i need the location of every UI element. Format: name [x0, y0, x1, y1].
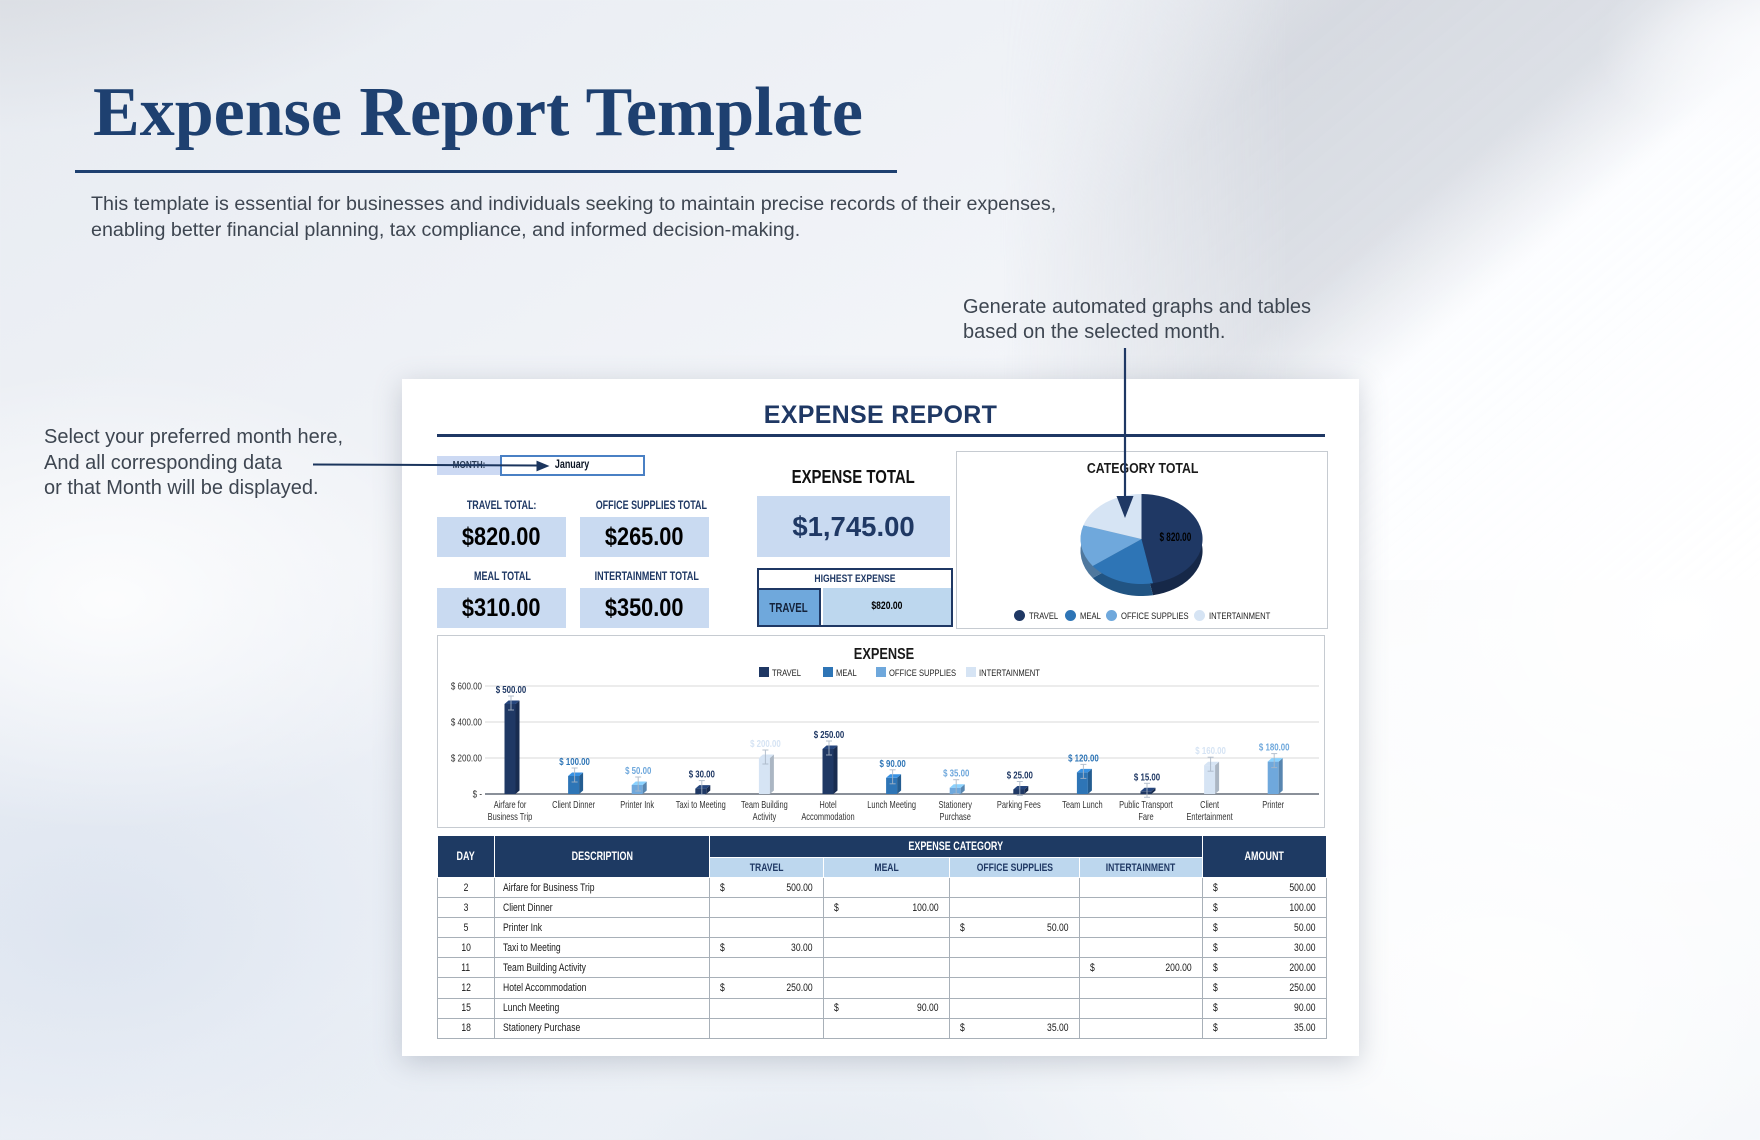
- svg-text:Team Building: Team Building: [741, 799, 788, 810]
- svg-text:$ 160.00: $ 160.00: [1195, 745, 1226, 756]
- svg-text:Printer: Printer: [1262, 799, 1284, 810]
- svg-text:$ 120.00: $ 120.00: [1068, 752, 1099, 763]
- svg-text:$ 200.00: $ 200.00: [451, 753, 482, 764]
- svg-text:Taxi to Meeting: Taxi to Meeting: [676, 799, 726, 810]
- svg-text:Accommodation: Accommodation: [801, 811, 854, 822]
- svg-text:TRAVEL: TRAVEL: [772, 667, 801, 678]
- svg-text:$ 30.00: $ 30.00: [689, 769, 715, 780]
- svg-text:$ 200.00: $ 200.00: [750, 738, 781, 749]
- svg-text:$ -: $ -: [473, 789, 482, 800]
- svg-text:Business Trip: Business Trip: [488, 811, 533, 822]
- svg-text:$ 600.00: $ 600.00: [451, 681, 482, 692]
- svg-text:Hotel: Hotel: [819, 799, 836, 810]
- svg-text:Public Transport: Public Transport: [1119, 799, 1173, 810]
- svg-text:INTERTAINMENT: INTERTAINMENT: [979, 667, 1041, 678]
- svg-text:$ 100.00: $ 100.00: [559, 756, 590, 767]
- svg-text:Fare: Fare: [1138, 811, 1153, 822]
- svg-text:Purchase: Purchase: [939, 811, 971, 822]
- svg-text:$ 90.00: $ 90.00: [879, 758, 905, 769]
- svg-text:Client Dinner: Client Dinner: [552, 799, 595, 810]
- svg-text:EXPENSE: EXPENSE: [854, 646, 915, 664]
- svg-text:$ 250.00: $ 250.00: [814, 729, 845, 740]
- svg-text:$ 15.00: $ 15.00: [1134, 771, 1160, 782]
- svg-text:$ 35.00: $ 35.00: [943, 768, 969, 779]
- svg-text:OFFICE SUPPLIES: OFFICE SUPPLIES: [889, 667, 956, 678]
- svg-text:Printer Ink: Printer Ink: [620, 799, 654, 810]
- svg-text:Airfare for: Airfare for: [494, 799, 527, 810]
- svg-text:Stationery: Stationery: [938, 799, 972, 810]
- svg-text:Team Lunch: Team Lunch: [1062, 799, 1103, 810]
- svg-text:$ 50.00: $ 50.00: [625, 765, 651, 776]
- svg-text:Parking Fees: Parking Fees: [997, 799, 1041, 810]
- svg-text:$ 500.00: $ 500.00: [496, 684, 527, 695]
- svg-text:$ 180.00: $ 180.00: [1259, 742, 1290, 753]
- svg-text:Activity: Activity: [753, 811, 777, 822]
- svg-text:Client: Client: [1200, 799, 1220, 810]
- svg-text:Lunch Meeting: Lunch Meeting: [867, 799, 916, 810]
- svg-text:$ 25.00: $ 25.00: [1007, 769, 1033, 780]
- svg-text:MEAL: MEAL: [836, 667, 857, 678]
- svg-text:$ 400.00: $ 400.00: [451, 717, 482, 728]
- svg-text:Entertainment: Entertainment: [1186, 811, 1233, 822]
